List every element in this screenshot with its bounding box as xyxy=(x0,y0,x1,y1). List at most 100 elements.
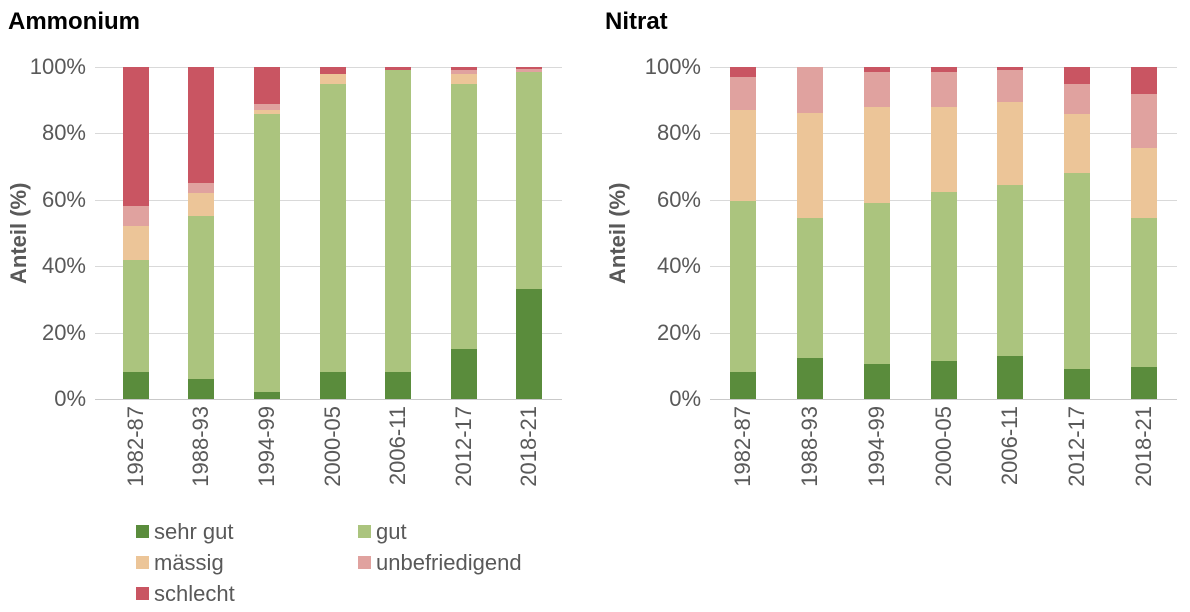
y-tick-label: 80% xyxy=(41,120,86,146)
y-tick-label: 100% xyxy=(29,54,86,79)
legend-swatch-gut xyxy=(358,525,371,538)
bar-segment-sehr-gut xyxy=(863,364,890,399)
bar-segment-gut xyxy=(1130,218,1157,368)
bar-slot xyxy=(234,67,300,399)
x-label-slot: 2018-21 xyxy=(496,406,562,516)
bar-segment-schlecht xyxy=(122,67,149,207)
x-tick-label: 2006-11 xyxy=(997,406,1023,486)
y-tick-label: 0% xyxy=(669,386,701,411)
x-label-slot: 1994-99 xyxy=(843,406,910,516)
legend-item-mässig: mässig xyxy=(136,547,358,578)
x-tick-label: 2006-11 xyxy=(385,406,411,486)
bar-slot xyxy=(843,67,910,399)
x-label-slot: 2018-21 xyxy=(1110,406,1177,516)
y-tick-label: 60% xyxy=(41,186,86,212)
bar-slot xyxy=(300,67,366,399)
bar-segment-unbefriedigend xyxy=(450,70,477,74)
x-tick-label: 1994-99 xyxy=(863,406,889,487)
x-label-slot: 1994-99 xyxy=(234,406,300,516)
bar-2006-11 xyxy=(385,67,412,399)
bar-slot xyxy=(365,67,431,399)
bar-segment-mässig xyxy=(997,101,1024,185)
x-label-slot: 2000-05 xyxy=(300,406,366,516)
bar-segment-gut xyxy=(516,72,543,290)
bar-segment-mässig xyxy=(188,193,215,217)
bar-slot xyxy=(431,67,497,399)
x-tick-label: 2000-05 xyxy=(930,406,956,487)
chart-title-ammonium: Ammonium xyxy=(8,8,140,35)
y-tick-label: 80% xyxy=(656,120,701,146)
bar-segment-sehr-gut xyxy=(516,289,543,399)
legend-item-sehr-gut: sehr gut xyxy=(136,516,358,547)
chart-title-nitrat: Nitrat xyxy=(605,8,668,35)
y-tick-label: 100% xyxy=(644,54,701,79)
bar-segment-mässig xyxy=(797,113,824,219)
bar-2018-21 xyxy=(516,67,543,399)
x-tick-label: 1994-99 xyxy=(253,406,279,487)
bar-segment-mässig xyxy=(1063,113,1090,174)
bar-2000-05 xyxy=(319,67,346,399)
bar-segment-sehr-gut xyxy=(450,349,477,399)
y-tick-label: 40% xyxy=(656,253,701,279)
bar-segment-sehr-gut xyxy=(997,355,1024,399)
bar-slot xyxy=(910,67,977,399)
bar-segment-sehr-gut xyxy=(1063,369,1090,399)
bar-segment-unbefriedigend xyxy=(930,72,957,107)
bar-2012-17 xyxy=(450,67,477,399)
x-label-slot: 2012-17 xyxy=(431,406,497,516)
bar-segment-schlecht xyxy=(997,67,1024,71)
bar-segment-schlecht xyxy=(385,67,412,71)
bar-segment-unbefriedigend xyxy=(1130,93,1157,149)
bar-segment-sehr-gut xyxy=(253,392,280,399)
bar-segment-schlecht xyxy=(730,67,757,77)
legend-label: gut xyxy=(376,518,407,544)
bar-segment-gut xyxy=(730,201,757,373)
bar-segment-mässig xyxy=(319,73,346,84)
legend-swatch-mässig xyxy=(136,556,149,569)
bar-segment-sehr-gut xyxy=(188,379,215,399)
bar-segment-unbefriedigend xyxy=(797,67,824,114)
legend: sehr gut gut mässig unbefriedigend schlecht xyxy=(136,516,522,609)
bar-segment-schlecht xyxy=(863,67,890,72)
bar-slot xyxy=(496,67,562,399)
x-tick-label: 1982-87 xyxy=(122,406,148,487)
chart-panel-ammonium: Ammonium Anteil (%) 0% 20% 40% 60% 80% 100% 19… xyxy=(6,8,562,516)
legend-label: unbefriedigend xyxy=(376,549,522,575)
x-tick-label: 2018-21 xyxy=(516,406,542,487)
bar-segment-sehr-gut xyxy=(930,360,957,399)
x-label-slot: 1988-93 xyxy=(169,406,235,516)
bar-1982-87 xyxy=(122,67,149,399)
bar-segment-gut xyxy=(122,259,149,373)
bar-2018-21 xyxy=(1130,67,1157,399)
bar-segment-gut xyxy=(385,70,412,373)
x-tick-label: 1982-87 xyxy=(730,406,756,487)
legend-swatch-sehr-gut xyxy=(136,525,149,538)
bar-segment-sehr-gut xyxy=(797,357,824,399)
legend-item-schlecht: schlecht xyxy=(136,578,358,609)
gridline xyxy=(95,399,562,400)
bar-segment-gut xyxy=(319,83,346,373)
bar-segment-schlecht xyxy=(188,67,215,184)
bar-segment-mässig xyxy=(930,106,957,192)
x-label-slot: 2006-11 xyxy=(365,406,431,516)
bar-segment-unbefriedigend xyxy=(253,103,280,111)
bar-segment-gut xyxy=(450,83,477,350)
legend-swatch-unbefriedigend xyxy=(358,556,371,569)
bar-segment-unbefriedigend xyxy=(730,77,757,111)
bar-1994-99 xyxy=(253,67,280,399)
bar-segment-gut xyxy=(930,191,957,361)
bar-segment-mässig xyxy=(253,110,280,114)
x-tick-label: 2012-17 xyxy=(1063,406,1089,487)
x-tick-label: 1988-93 xyxy=(188,406,214,487)
bar-1988-93 xyxy=(188,67,215,399)
legend-label: schlecht xyxy=(154,580,235,606)
bar-segment-mässig xyxy=(450,73,477,84)
bar-segment-unbefriedigend xyxy=(863,72,890,107)
bar-segment-schlecht xyxy=(450,67,477,71)
x-label-slot: 1982-87 xyxy=(103,406,169,516)
bar-segment-sehr-gut xyxy=(122,372,149,399)
x-label-slot: 1988-93 xyxy=(777,406,844,516)
bar-slot xyxy=(1110,67,1177,399)
bar-segment-unbefriedigend xyxy=(1063,83,1090,114)
